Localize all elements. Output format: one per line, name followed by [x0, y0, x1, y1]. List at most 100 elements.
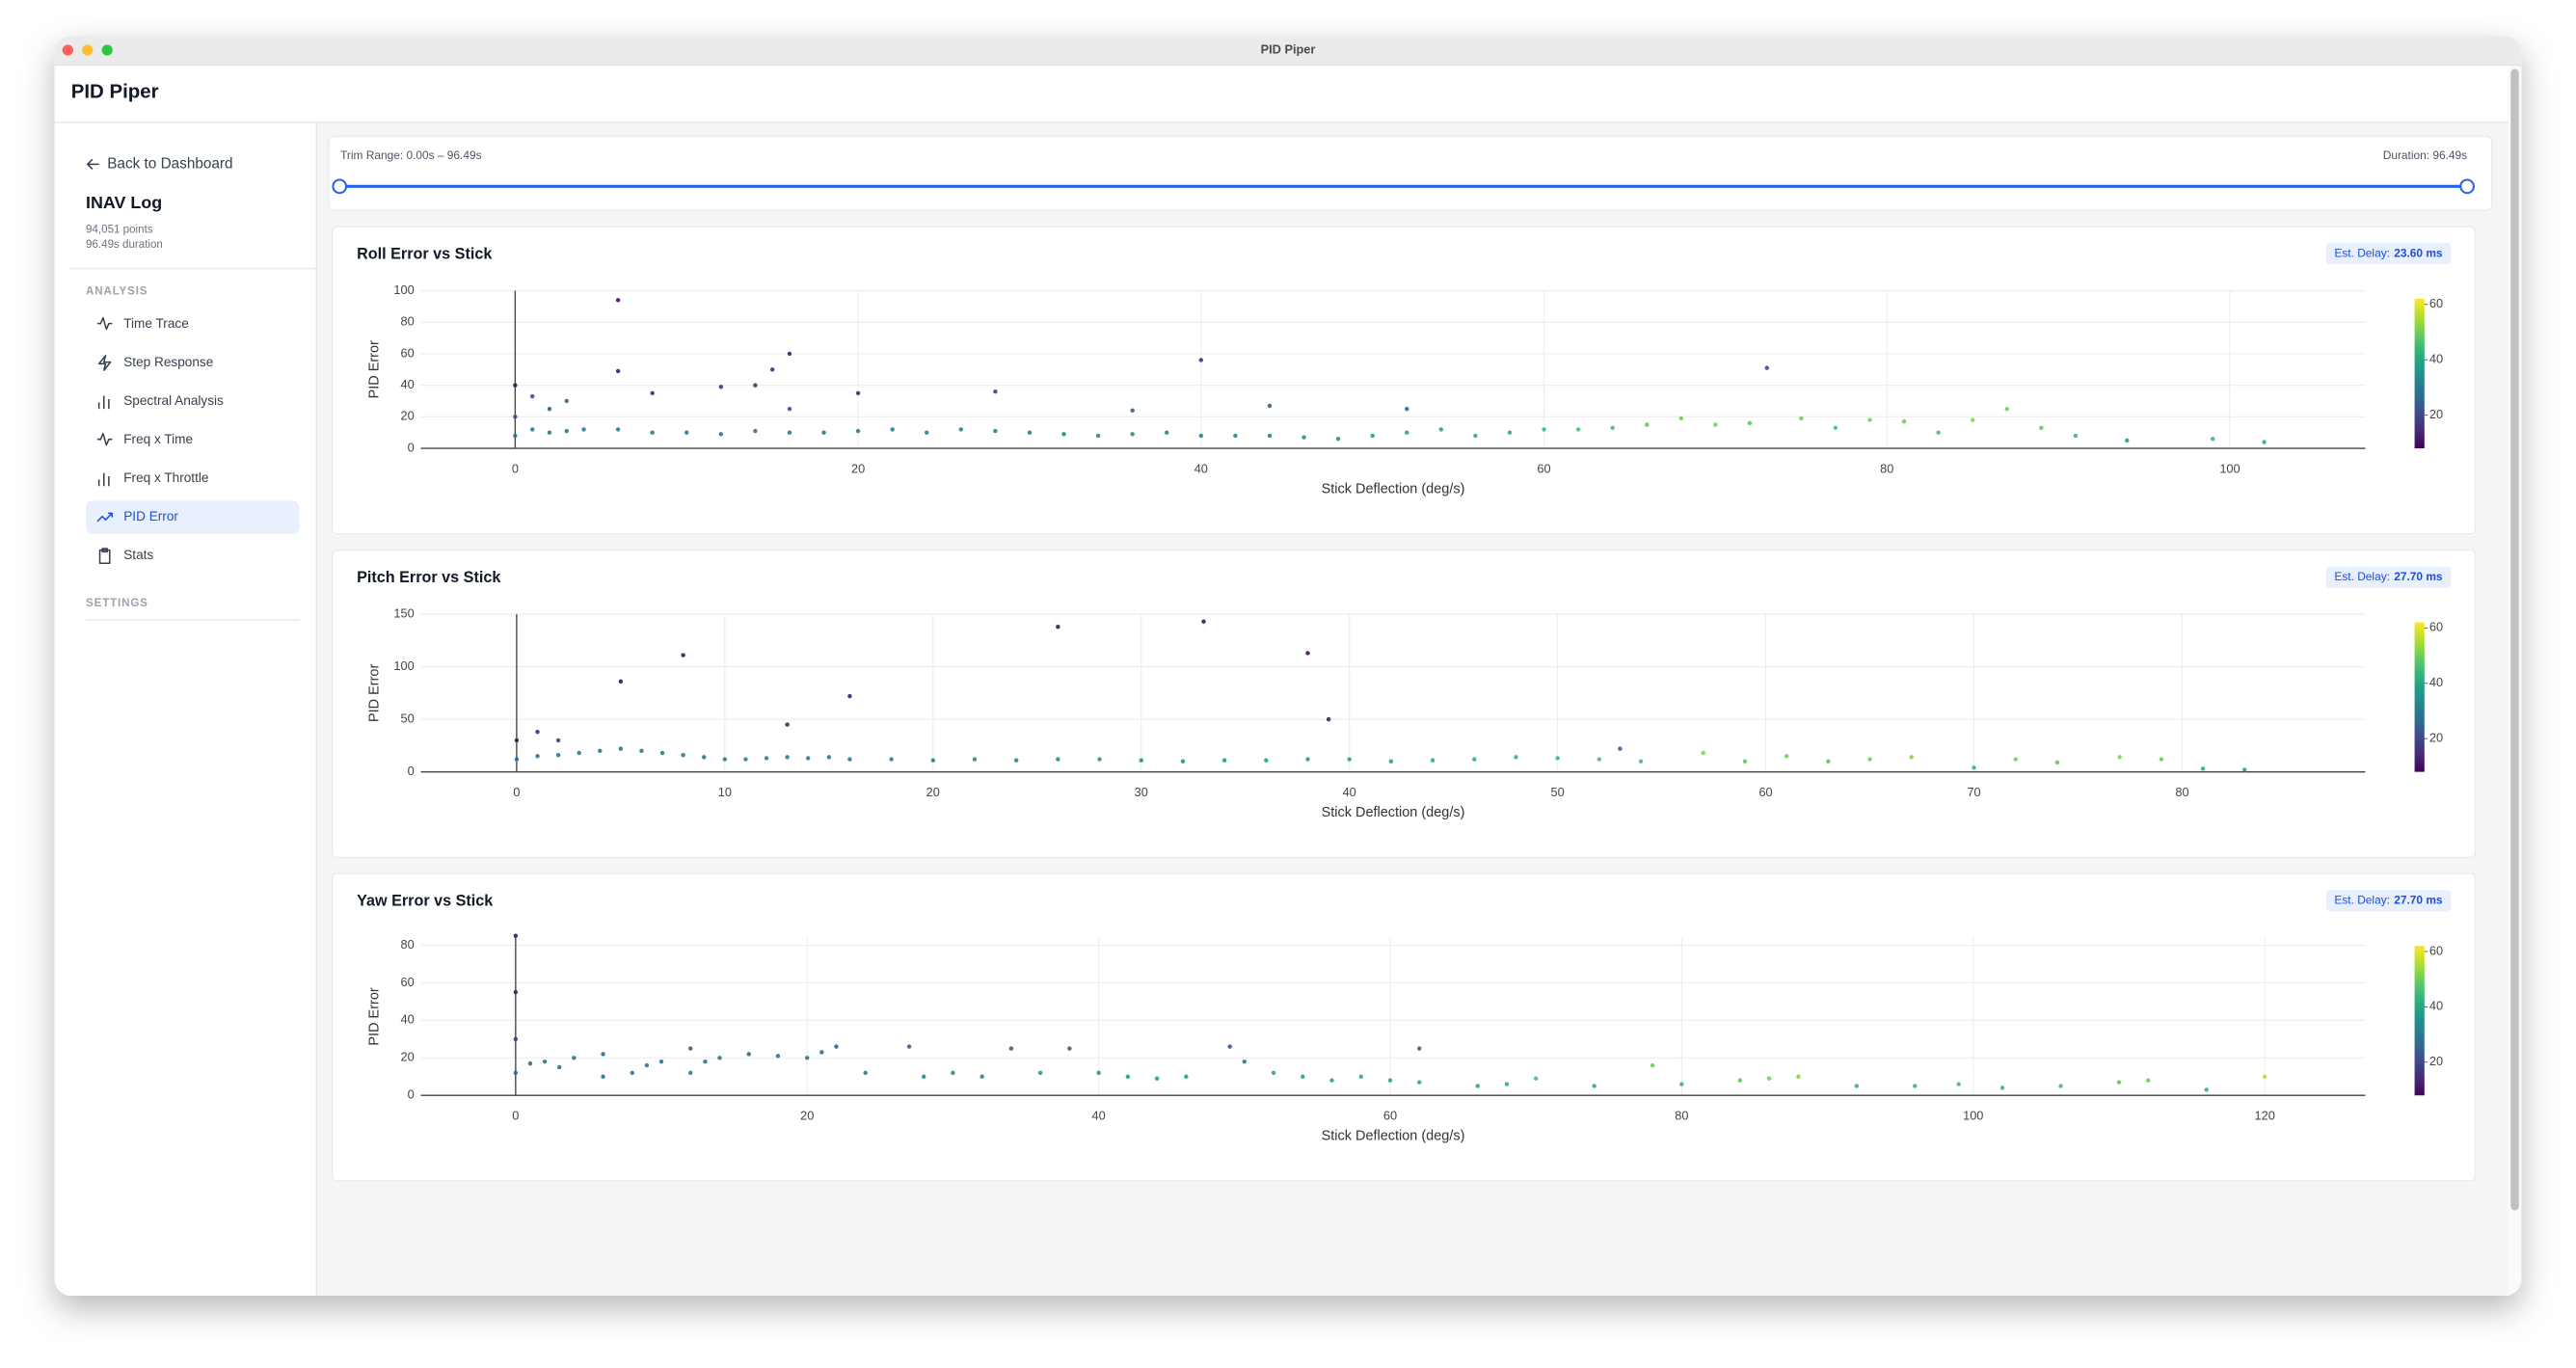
- nav-label[interactable]: Time Trace: [123, 316, 189, 331]
- nav-item[interactable]: Step Response: [97, 355, 214, 371]
- x-tick-label: 100: [1963, 1109, 1983, 1123]
- point: [1305, 651, 1310, 656]
- nav-label[interactable]: Spectral Analysis: [123, 393, 224, 408]
- point: [1438, 427, 1444, 432]
- window-title: PID Piper: [1261, 41, 1316, 56]
- x-tick-label: 0: [512, 462, 519, 476]
- nav-item[interactable]: Freq x Throttle: [97, 470, 209, 487]
- point: [1854, 1084, 1860, 1088]
- point: [513, 1036, 519, 1042]
- point: [1097, 757, 1102, 762]
- minimize-button[interactable]: [82, 44, 94, 56]
- delay-badge: [2325, 566, 2452, 588]
- point: [572, 1056, 577, 1060]
- nav-item[interactable]: Freq x Time: [96, 432, 193, 446]
- point: [847, 757, 852, 762]
- x-axis-label: Stick Deflection (deg/s): [1322, 1129, 1465, 1144]
- point: [1326, 716, 1331, 722]
- point: [1504, 1082, 1510, 1086]
- point: [1650, 1062, 1655, 1068]
- x-tick-label: 120: [2255, 1109, 2275, 1123]
- nav-item[interactable]: Spectral Analysis: [97, 393, 224, 410]
- point: [1430, 758, 1436, 763]
- point: [958, 427, 964, 432]
- chart-title: Pitch Error vs Stick: [357, 569, 501, 586]
- nav-item[interactable]: Stats: [98, 548, 154, 565]
- point: [601, 1074, 605, 1079]
- x-tick-label: 40: [1194, 462, 1208, 476]
- title-bar: [54, 36, 2522, 67]
- point: [921, 1074, 926, 1079]
- nav-icon: [96, 316, 113, 331]
- point: [951, 1070, 955, 1076]
- nav-label[interactable]: Freq x Throttle: [123, 470, 208, 485]
- card: [332, 872, 2477, 1182]
- point: [1139, 758, 1143, 763]
- point: [1999, 1086, 2005, 1090]
- point: [1027, 430, 1033, 435]
- y-tick-label: 20: [401, 409, 415, 423]
- point: [785, 722, 790, 727]
- nav-label[interactable]: Step Response: [123, 355, 213, 369]
- point: [2125, 438, 2130, 443]
- nav-label[interactable]: Stats: [123, 548, 153, 562]
- point: [787, 351, 792, 357]
- nav-label[interactable]: PID Error: [123, 509, 178, 523]
- y-tick-label: 0: [408, 764, 415, 778]
- point: [547, 430, 552, 435]
- chart-title: Roll Error vs Stick: [357, 245, 493, 262]
- y-tick-label: 40: [401, 377, 415, 391]
- y-tick-label: 100: [393, 658, 414, 673]
- chart-card: Roll Error vs Stick 23.60 ms Est. Delay: 0 2…: [332, 226, 2477, 535]
- nav-label[interactable]: Freq x Time: [123, 432, 193, 446]
- point: [785, 755, 790, 760]
- point: [1867, 757, 1872, 762]
- point: [1067, 1046, 1072, 1051]
- trim-handle[interactable]: [2459, 178, 2475, 195]
- point: [1201, 619, 1206, 624]
- point: [806, 756, 811, 761]
- colorbar-tick-label: 40: [2429, 675, 2443, 689]
- y-axis-label: PID Error: [367, 340, 383, 398]
- point: [650, 390, 655, 396]
- point: [1473, 433, 1478, 439]
- point: [906, 1044, 912, 1049]
- point: [527, 1060, 533, 1066]
- trim-handle[interactable]: [332, 178, 348, 195]
- point: [618, 746, 624, 751]
- back-link-text[interactable]: Back to Dashboard: [107, 155, 232, 172]
- log-duration: 96.49s duration: [86, 239, 163, 251]
- y-tick-label: 60: [401, 975, 415, 989]
- point: [1154, 1076, 1160, 1081]
- point: [2073, 433, 2079, 439]
- point: [1970, 417, 1975, 422]
- nav-item-active: [86, 500, 300, 534]
- point: [1329, 1078, 1334, 1083]
- point: [2200, 766, 2206, 771]
- point: [1936, 430, 1941, 435]
- close-button[interactable]: [62, 44, 73, 56]
- point: [1784, 754, 1789, 759]
- app-header: [54, 66, 2509, 122]
- point: [1475, 1084, 1480, 1088]
- zoom-button[interactable]: [101, 44, 113, 56]
- scrollbar-thumb[interactable]: [2510, 68, 2519, 1211]
- nav-item[interactable]: Time Trace: [96, 316, 189, 331]
- point: [1125, 1074, 1131, 1079]
- point: [535, 729, 540, 735]
- colorbar-tick-label: 40: [2429, 352, 2443, 366]
- nav-item[interactable]: PID Error: [86, 500, 300, 534]
- back-link[interactable]: Back to Dashboard: [86, 155, 233, 172]
- chart-card: Yaw Error vs Stick 27.70 ms Est. Delay: 0 20…: [332, 872, 2477, 1182]
- point: [1056, 624, 1060, 630]
- colorbar: [2414, 622, 2425, 772]
- point: [769, 367, 775, 372]
- point: [514, 757, 520, 762]
- trim-duration: Duration: 96.49s: [2383, 148, 2467, 162]
- point: [1826, 759, 1831, 764]
- x-tick-label: 40: [1343, 785, 1356, 799]
- point: [1610, 425, 1615, 431]
- x-tick-label: 30: [1135, 785, 1148, 799]
- point: [787, 430, 792, 435]
